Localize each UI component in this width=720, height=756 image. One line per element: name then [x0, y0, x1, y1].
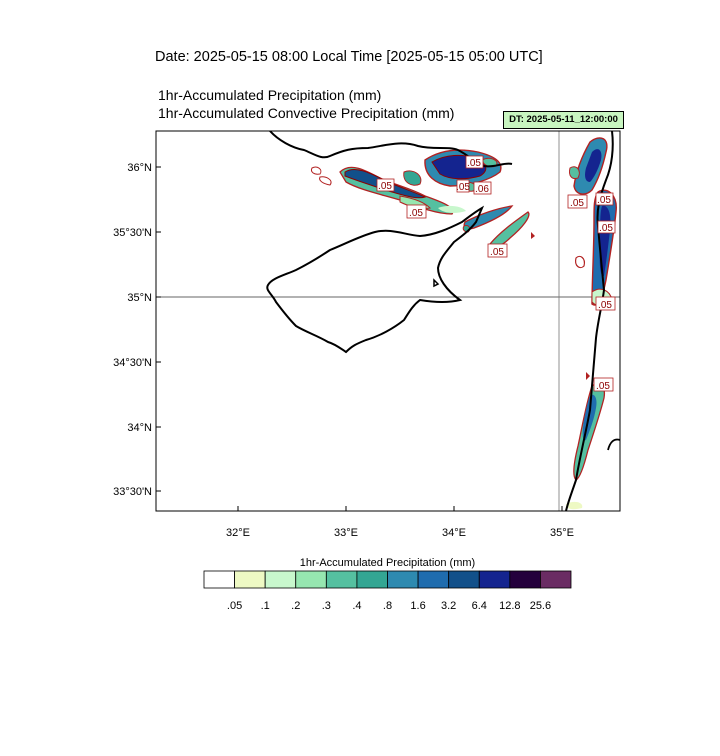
svg-text:.05: .05 [570, 198, 584, 209]
lat-label-34-30n: 34°30'N [113, 357, 152, 369]
lebanon-coastline [607, 438, 620, 451]
levant-coastline [565, 131, 614, 511]
colorbar-tick-label: .3 [321, 600, 331, 612]
svg-text:.05: .05 [456, 182, 470, 193]
map-frame [155, 130, 621, 512]
colorbar-swatch [295, 570, 327, 589]
cyprus-coastline [266, 205, 485, 354]
svg-text:.05: .05 [596, 381, 610, 392]
contour-label: .06 [473, 181, 492, 195]
colorbar-tick-label: 1.6 [410, 600, 426, 612]
svg-text:.05: .05 [599, 223, 613, 234]
latitude-axis: 36°N 35°30'N 35°N 34°30'N 34°N 33°30'N [113, 162, 161, 498]
colorbar-tick-label: 12.8 [499, 600, 521, 612]
svg-text:.05: .05 [598, 300, 612, 311]
colorbar-swatch [448, 570, 480, 589]
colorbar-swatch [203, 570, 235, 589]
svg-text:.05: .05 [467, 158, 481, 169]
contour-label: .05 [456, 179, 470, 193]
contour-label: .05 [567, 194, 588, 209]
date-title: Date: 2025-05-15 08:00 Local Time [2025-… [155, 49, 543, 65]
colorbar-swatch [356, 570, 388, 589]
lon-label-33e: 33°E [334, 527, 358, 539]
contour-label: .05 [593, 377, 614, 392]
colorbar-tick-label: .05 [226, 600, 243, 612]
colorbar-swatch [264, 570, 297, 589]
contour-label: .05 [376, 178, 395, 192]
precip-subtitle: 1hr-Accumulated Precipitation (mm) [158, 87, 382, 103]
colorbar-swatch [509, 570, 541, 589]
lat-label-36n: 36°N [127, 162, 152, 174]
contour-label: .05 [595, 192, 614, 206]
colorbar-tick-label: 3.2 [441, 600, 457, 612]
svg-text:.05: .05 [490, 247, 504, 258]
lat-label-35n: 35°N [127, 292, 152, 304]
lon-label-34e: 34°E [442, 527, 466, 539]
lon-label-32e: 32°E [226, 527, 250, 539]
colorbar-tick-label: .8 [382, 600, 393, 612]
contour-label: .05 [465, 155, 484, 169]
contour-label: .05 [597, 220, 616, 234]
colorbar-tick-label: 6.4 [471, 600, 487, 612]
svg-text:.05: .05 [597, 195, 611, 206]
lon-label-35e: 35°E [550, 527, 574, 539]
colorbar-swatch [478, 570, 511, 589]
svg-text:.05: .05 [409, 208, 423, 219]
colorbar-swatch [387, 570, 419, 589]
colorbar-swatch [540, 570, 572, 589]
lat-label-33-30n: 33°30'N [113, 486, 152, 498]
contour-labels: .05 .05 .06 .05 .05 .05 .05 .05 .05 .05 … [376, 155, 616, 392]
longitude-axis: 32°E 33°E 34°E 35°E [226, 506, 574, 539]
colorbar-swatch [234, 570, 266, 589]
contour-label: .05 [487, 243, 508, 258]
precip-band-northeast [403, 149, 502, 192]
convective-subtitle: 1hr-Accumulated Convective Precipitation… [158, 105, 455, 121]
colorbar-tick-label: .1 [260, 600, 270, 612]
contour-label: .05 [595, 296, 616, 311]
small-island [433, 278, 440, 288]
dt-label-box: DT: 2025-05-11_12:00:00 [503, 111, 624, 129]
colorbar-swatch [325, 570, 358, 589]
colorbar [203, 570, 572, 589]
colorbar-tick-label: .4 [352, 600, 362, 612]
colorbar-swatch [417, 570, 450, 589]
precip-band-southeast [566, 372, 606, 510]
colorbar-tick-label: 25.6 [529, 600, 552, 612]
svg-text:.06: .06 [475, 184, 489, 195]
svg-text:.05: .05 [378, 181, 392, 192]
lat-label-34n: 34°N [127, 422, 152, 434]
colorbar-title: 1hr-Accumulated Precipitation (mm) [299, 557, 476, 569]
contour-label: .05 [406, 204, 427, 219]
precip-band-east-coast [462, 205, 535, 248]
colorbar-tick-label: .2 [291, 600, 301, 612]
lat-label-35-30n: 35°30'N [113, 227, 152, 239]
